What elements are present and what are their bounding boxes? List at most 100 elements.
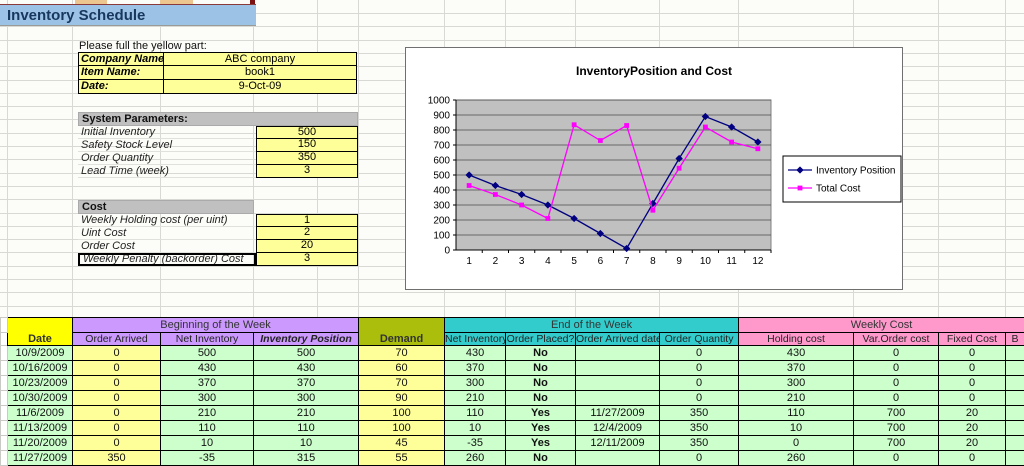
- cell-order-arrived-date[interactable]: [575, 390, 661, 406]
- cell-order-arrived[interactable]: 0: [72, 345, 161, 361]
- cell-fixed-cost[interactable]: 20: [938, 435, 1007, 451]
- cell-var-order-cost[interactable]: 0: [853, 375, 940, 391]
- cell-holding-cost[interactable]: 430: [738, 345, 855, 361]
- param-value-initial-inventory[interactable]: 500: [256, 126, 358, 139]
- form-value-item-name[interactable]: book1: [163, 66, 357, 80]
- cell-date[interactable]: 10/23/2009: [7, 375, 73, 391]
- cell-var-order-cost[interactable]: 700: [853, 420, 940, 436]
- cell-inventory-position[interactable]: 300: [252, 390, 360, 406]
- cell-b[interactable]: [1005, 390, 1024, 406]
- cell-order-arrived-date[interactable]: [575, 345, 661, 361]
- cell-net-inventory[interactable]: -35: [444, 435, 507, 451]
- cell-order-arrived[interactable]: 0: [72, 435, 161, 451]
- cell-demand[interactable]: 100: [358, 420, 446, 436]
- cell-order-arrived-date[interactable]: 11/27/2009: [575, 405, 661, 421]
- cell-order-placed[interactable]: No: [505, 345, 577, 361]
- cell-order-arrived[interactable]: 0: [72, 375, 161, 391]
- cell-order-arrived[interactable]: 350: [72, 450, 161, 466]
- param-value-lead-time-week[interactable]: 3: [256, 165, 358, 178]
- cell-order-quantity[interactable]: 0: [659, 390, 740, 406]
- cell-var-order-cost[interactable]: 700: [853, 435, 940, 451]
- cell-holding-cost[interactable]: 0: [738, 435, 855, 451]
- cell-date[interactable]: 11/20/2009: [7, 435, 73, 451]
- param-value-safety-stock-level[interactable]: 150: [256, 139, 358, 152]
- cell-net-inventory[interactable]: 10: [444, 420, 507, 436]
- cell-b[interactable]: [1005, 420, 1024, 436]
- cell-inventory-position[interactable]: 10: [252, 435, 360, 451]
- cell-fixed-cost[interactable]: 0: [938, 390, 1007, 406]
- cell-order-placed[interactable]: Yes: [505, 405, 577, 421]
- cell-net-inventory[interactable]: 210: [444, 390, 507, 406]
- cell-holding-cost[interactable]: 210: [738, 390, 855, 406]
- cell-order-placed[interactable]: Yes: [505, 435, 577, 451]
- cell-date[interactable]: 11/6/2009: [7, 405, 73, 421]
- cell-inventory-position[interactable]: 315: [252, 450, 360, 466]
- param-value-order-cost[interactable]: 20: [256, 240, 358, 253]
- cell-inventory-position[interactable]: 210: [252, 405, 360, 421]
- cell-order-quantity[interactable]: 350: [659, 420, 740, 436]
- cell-inventory-position[interactable]: 430: [252, 360, 360, 376]
- cell-order-arrived-date[interactable]: [575, 375, 661, 391]
- cell-order-placed[interactable]: No: [505, 450, 577, 466]
- cell-var-order-cost[interactable]: 0: [853, 450, 940, 466]
- cell-date[interactable]: 10/16/2009: [7, 360, 73, 376]
- cell-order-arrived-date[interactable]: 12/4/2009: [575, 420, 661, 436]
- cell-var-order-cost[interactable]: 0: [853, 360, 940, 376]
- cell-net-inventory[interactable]: 300: [444, 375, 507, 391]
- cell-b[interactable]: [1005, 375, 1024, 391]
- cell-order-placed[interactable]: No: [505, 390, 577, 406]
- cell-order-arrived[interactable]: 0: [72, 405, 161, 421]
- cell-fixed-cost[interactable]: 0: [938, 360, 1007, 376]
- cell-b[interactable]: [1005, 405, 1024, 421]
- cell-fixed-cost[interactable]: 0: [938, 450, 1007, 466]
- cell-order-arrived[interactable]: 0: [72, 360, 161, 376]
- cell-holding-cost[interactable]: 300: [738, 375, 855, 391]
- cell-demand[interactable]: 60: [358, 360, 446, 376]
- cell-fixed-cost[interactable]: 0: [938, 345, 1007, 361]
- cell-net-inventory[interactable]: 10: [160, 435, 254, 451]
- cell-order-placed[interactable]: Yes: [505, 420, 577, 436]
- cell-order-placed[interactable]: No: [505, 360, 577, 376]
- cell-order-quantity[interactable]: 0: [659, 450, 740, 466]
- cell-net-inventory[interactable]: 260: [444, 450, 507, 466]
- cell-demand[interactable]: 55: [358, 450, 446, 466]
- cell-order-arrived[interactable]: 0: [72, 390, 161, 406]
- cell-net-inventory[interactable]: 370: [160, 375, 254, 391]
- cell-order-arrived-date[interactable]: [575, 360, 661, 376]
- cell-net-inventory[interactable]: 110: [444, 405, 507, 421]
- cell-b[interactable]: [1005, 450, 1024, 466]
- cell-inventory-position[interactable]: 110: [252, 420, 360, 436]
- cell-net-inventory[interactable]: 430: [160, 360, 254, 376]
- cell-date[interactable]: 10/9/2009: [7, 345, 73, 361]
- cell-fixed-cost[interactable]: 20: [938, 420, 1007, 436]
- cell-date[interactable]: 11/13/2009: [7, 420, 73, 436]
- cell-demand[interactable]: 70: [358, 345, 446, 361]
- cell-order-placed[interactable]: No: [505, 375, 577, 391]
- cell-order-arrived[interactable]: 0: [72, 420, 161, 436]
- cell-var-order-cost[interactable]: 0: [853, 345, 940, 361]
- cell-date[interactable]: 10/30/2009: [7, 390, 73, 406]
- cell-holding-cost[interactable]: 370: [738, 360, 855, 376]
- cell-order-arrived-date[interactable]: [575, 450, 661, 466]
- form-value-date[interactable]: 9-Oct-09: [163, 80, 357, 94]
- cell-inventory-position[interactable]: 500: [252, 345, 360, 361]
- cell-net-inventory[interactable]: 500: [160, 345, 254, 361]
- cell-order-quantity[interactable]: 0: [659, 375, 740, 391]
- cell-b[interactable]: [1005, 345, 1024, 361]
- cell-demand[interactable]: 70: [358, 375, 446, 391]
- cell-order-quantity[interactable]: 0: [659, 360, 740, 376]
- cell-net-inventory[interactable]: 110: [160, 420, 254, 436]
- cell-b[interactable]: [1005, 360, 1024, 376]
- form-value-company-name[interactable]: ABC company: [163, 52, 357, 66]
- cell-holding-cost[interactable]: 110: [738, 405, 855, 421]
- cell-var-order-cost[interactable]: 700: [853, 405, 940, 421]
- cell-order-arrived-date[interactable]: 12/11/2009: [575, 435, 661, 451]
- cell-demand[interactable]: 45: [358, 435, 446, 451]
- inventory-chart[interactable]: InventoryPosition and Cost 0 100 200 300 400 5…: [405, 47, 903, 290]
- cell-inventory-position[interactable]: 370: [252, 375, 360, 391]
- cell-order-quantity[interactable]: 350: [659, 405, 740, 421]
- cell-order-quantity[interactable]: 0: [659, 345, 740, 361]
- param-value-order-quantity[interactable]: 350: [256, 152, 358, 165]
- cell-demand[interactable]: 90: [358, 390, 446, 406]
- cell-date[interactable]: 11/27/2009: [7, 450, 73, 466]
